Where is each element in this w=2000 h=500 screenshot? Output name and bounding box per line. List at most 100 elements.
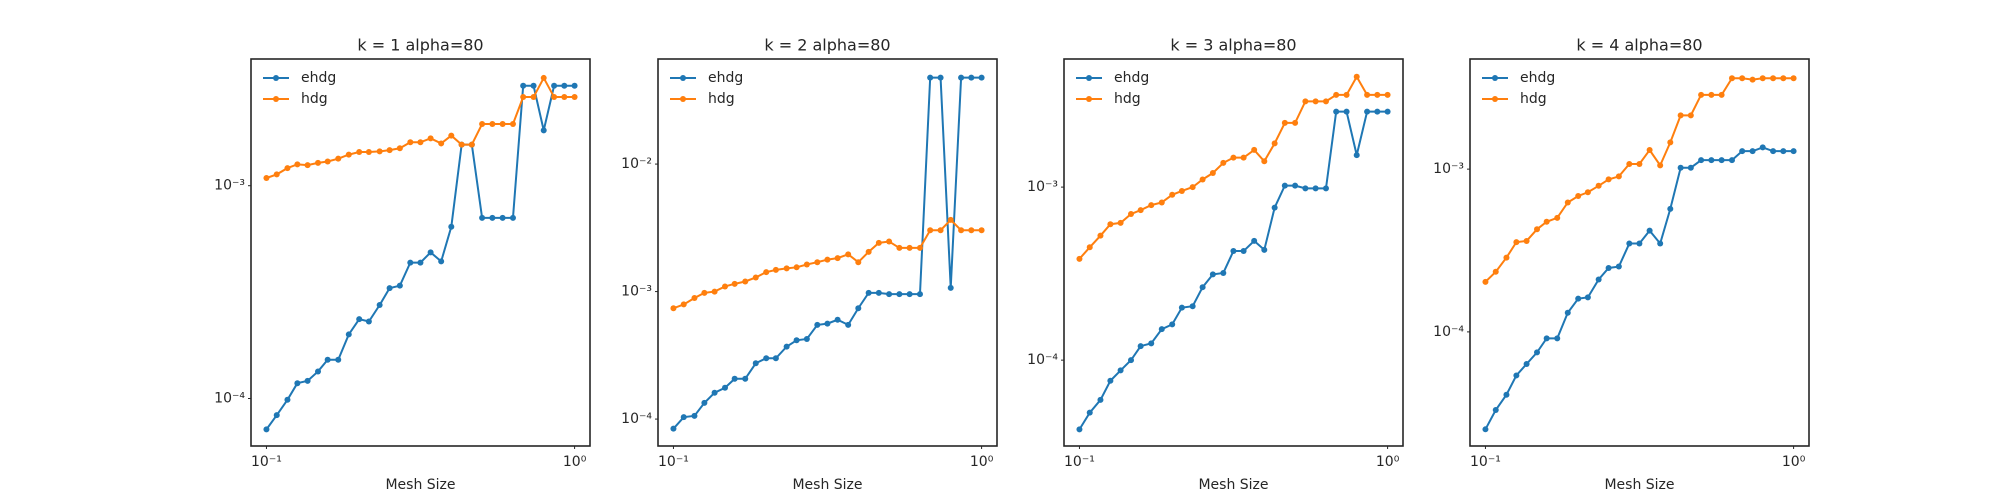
point <box>722 384 729 391</box>
x-tick-label: 10⁰ <box>563 454 587 470</box>
point <box>1770 75 1777 82</box>
point <box>561 94 568 101</box>
point <box>1137 343 1144 350</box>
point <box>315 368 322 375</box>
point <box>1209 271 1216 278</box>
point <box>670 425 677 432</box>
point <box>896 244 903 251</box>
point <box>1137 207 1144 214</box>
point <box>263 426 270 433</box>
legend-label: ehdg <box>708 70 743 86</box>
point <box>927 227 934 234</box>
point <box>1374 108 1381 115</box>
legend-marker <box>273 96 279 102</box>
point <box>1626 240 1633 247</box>
point <box>1564 199 1571 206</box>
point <box>1086 409 1093 416</box>
point <box>1220 159 1227 166</box>
point <box>489 214 496 221</box>
point <box>356 316 363 323</box>
point <box>1220 269 1227 276</box>
point <box>855 305 862 312</box>
point <box>1677 164 1684 171</box>
point <box>1584 189 1591 196</box>
point <box>427 249 434 256</box>
point <box>906 291 913 298</box>
point <box>701 289 708 296</box>
point <box>1534 349 1541 356</box>
point <box>1353 152 1360 159</box>
point <box>1251 237 1258 244</box>
series-line <box>1484 77 1794 283</box>
point <box>906 244 913 251</box>
point <box>1780 75 1787 82</box>
point <box>1384 91 1391 98</box>
point <box>865 289 872 296</box>
point <box>731 375 738 382</box>
point <box>1657 240 1664 247</box>
series-line <box>265 84 575 430</box>
point <box>468 141 475 148</box>
series-line <box>1484 146 1794 430</box>
point <box>520 94 527 101</box>
point <box>763 355 770 362</box>
point <box>1261 246 1268 253</box>
point <box>1097 396 1104 403</box>
series-line <box>673 218 982 310</box>
x-axis-label: Mesh Size <box>1604 477 1674 493</box>
legend-label: hdg <box>1520 91 1547 107</box>
point <box>530 82 537 89</box>
legend-marker <box>273 75 279 81</box>
point <box>1513 372 1520 379</box>
point <box>824 320 831 327</box>
point <box>937 74 944 81</box>
point <box>448 132 455 139</box>
point <box>1759 75 1766 82</box>
point <box>968 227 975 234</box>
point <box>479 214 486 221</box>
point <box>1251 146 1258 153</box>
y-tick-label: 10⁻³ <box>621 284 652 300</box>
point <box>1687 164 1694 171</box>
point <box>1107 221 1114 228</box>
point <box>273 412 280 419</box>
point <box>1261 158 1268 165</box>
point <box>1780 148 1787 155</box>
point <box>783 343 790 350</box>
point <box>814 259 821 266</box>
point <box>1158 199 1165 206</box>
point <box>1322 185 1329 192</box>
y-tick-label: 10⁻³ <box>1027 179 1058 195</box>
point <box>927 74 934 81</box>
point <box>701 399 708 406</box>
point <box>365 318 372 325</box>
point <box>1575 295 1582 302</box>
point <box>1292 182 1299 189</box>
point <box>1543 335 1550 342</box>
point <box>1749 148 1756 155</box>
point <box>356 149 363 156</box>
point <box>1615 173 1622 180</box>
point <box>1343 91 1350 98</box>
legend-marker <box>1492 96 1498 102</box>
subplot-title: k = 3 alpha=80 <box>1170 36 1296 55</box>
point <box>752 274 759 281</box>
point <box>875 239 882 246</box>
y-tick-label: 10⁻⁴ <box>1027 352 1058 368</box>
point <box>711 288 718 295</box>
point <box>376 148 383 155</box>
point <box>1708 91 1715 98</box>
point <box>1749 76 1756 83</box>
point <box>304 377 311 384</box>
point <box>680 301 687 308</box>
point <box>1790 75 1797 82</box>
point <box>1271 204 1278 211</box>
point <box>865 248 872 255</box>
point <box>1302 185 1309 192</box>
point <box>1230 154 1237 161</box>
x-tick-label: 10⁰ <box>1782 454 1806 470</box>
point <box>1523 360 1530 367</box>
point <box>1343 108 1350 115</box>
point <box>1148 202 1155 209</box>
point <box>263 174 270 181</box>
